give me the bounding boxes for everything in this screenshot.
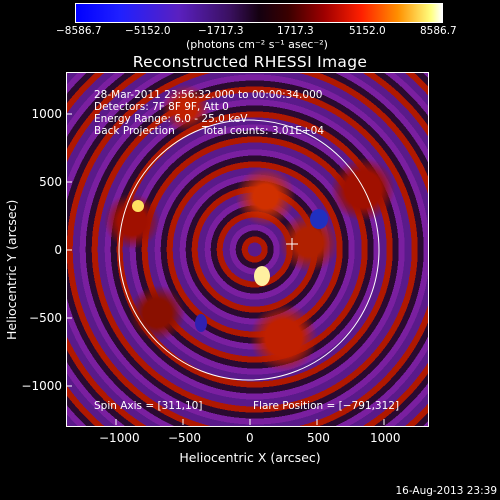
spin-axis-label: Spin Axis = [311,10] — [94, 400, 203, 412]
ytick-label-5: −1000 — [21, 379, 62, 393]
flare-position-label: Flare Position = [−791,312] — [253, 400, 400, 412]
source-left — [132, 200, 144, 212]
negative-blob — [310, 209, 328, 229]
solar-limb-circle — [118, 119, 380, 381]
colorbar-tick-2: −5152.0 — [125, 25, 171, 37]
ytick-label-3: 0 — [54, 243, 62, 257]
ytick-label-4: −500 — [29, 311, 62, 325]
xtick-label-1: −1000 — [99, 431, 140, 445]
colorbar-tick-3: −1717.3 — [198, 25, 244, 37]
colorbar-tick-6: 8586.7 — [420, 25, 457, 37]
annotation-line-3: Energy Range: 6.0 - 25.0 keV — [94, 113, 248, 125]
colorbar — [75, 3, 443, 23]
x-axis-label: Heliocentric X (arcsec) — [179, 450, 321, 465]
annotation-line-4b: Total counts: 3.01E+04 — [202, 125, 325, 137]
xtick-label-5: 1000 — [370, 431, 401, 445]
image-title: Reconstructed RHESSI Image — [132, 53, 368, 71]
xtick-label-3: 0 — [246, 431, 254, 445]
colorbar-tick-5: 5152.0 — [349, 25, 386, 37]
rhessi-image: 28-Mar-2011 23:56:32.000 to 00:00:34.000… — [66, 72, 429, 427]
source-center — [254, 266, 270, 286]
xtick-label-4: 500 — [307, 431, 330, 445]
annotation-line-1: 28-Mar-2011 23:56:32.000 to 00:00:34.000 — [94, 89, 323, 101]
colorbar-tick-1: −8586.7 — [56, 25, 102, 37]
annotation-line-2: Detectors: 7F 8F 9F, Att 0 — [94, 101, 229, 113]
plot-datestamp: 16-Aug-2013 23:39 — [395, 485, 497, 497]
ytick-label-1: 1000 — [31, 107, 62, 121]
negative-blob-2 — [195, 314, 207, 332]
y-axis-label: Heliocentric Y (arcsec) — [4, 199, 19, 340]
annotation-line-4a: Back Projection — [94, 125, 175, 137]
xtick-label-2: −500 — [168, 431, 201, 445]
colorbar-units: (photons cm⁻² s⁻¹ asec⁻²) — [186, 38, 328, 51]
colorbar-tick-4: 1717.3 — [277, 25, 314, 37]
image-overlay — [118, 119, 380, 381]
ytick-label-2: 500 — [39, 175, 62, 189]
